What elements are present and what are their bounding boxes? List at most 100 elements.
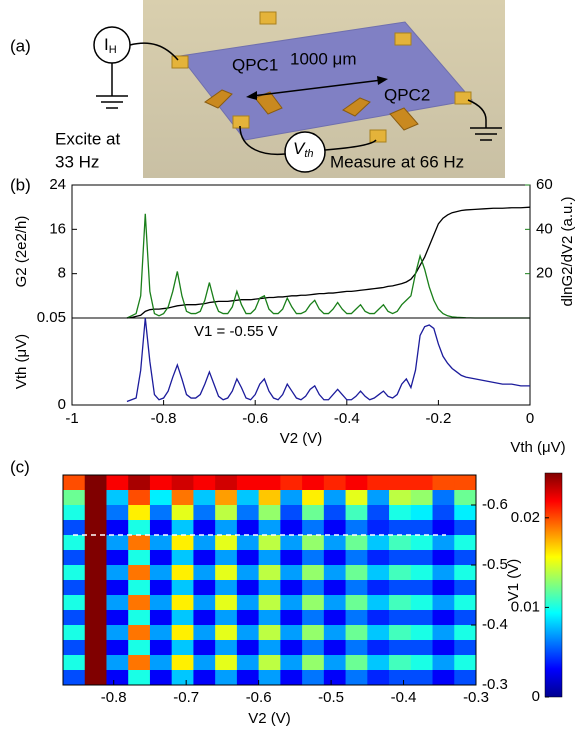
heat-cell: [84, 520, 107, 536]
contact: [454, 91, 472, 105]
heat-cell: [389, 565, 412, 581]
heat-cell: [84, 565, 107, 581]
heat-cell: [345, 550, 368, 566]
heat-cell: [171, 520, 194, 536]
heat-cell: [323, 595, 346, 611]
heat-cell: [432, 640, 455, 656]
heat-cell: [345, 670, 368, 686]
heat-cell: [410, 595, 433, 611]
heat-cell: [345, 505, 368, 521]
heat-cell: [280, 520, 303, 536]
heat-cell: [215, 520, 238, 536]
heat-cell: [258, 535, 281, 551]
heat-cell: [454, 550, 477, 566]
heat-cell: [410, 490, 433, 506]
heat-cell: [280, 610, 303, 626]
heat-cell: [302, 520, 325, 536]
heat-cell: [302, 655, 325, 671]
gate: [389, 107, 419, 131]
schematic: (a) IH QPC1 1000 μm QPC2 Excite at 33 Hz…: [10, 0, 505, 178]
heat-cell: [236, 580, 260, 596]
length-label: 1000 μm: [290, 49, 357, 68]
heat-cell: [258, 475, 281, 491]
source-label: IH: [104, 35, 117, 55]
heat-cell: [171, 655, 194, 671]
heat-cell: [345, 565, 368, 581]
heat-cell: [323, 580, 346, 596]
heat-cell: [367, 505, 390, 521]
panel-label: (a): [10, 36, 31, 55]
heat-cell: [410, 625, 433, 641]
heat-cell: [454, 595, 477, 611]
heat-cell: [193, 475, 216, 491]
heat-cell: [215, 535, 238, 551]
heat-cell: [106, 490, 129, 506]
heat-cell: [193, 565, 216, 581]
heat-cell: [149, 625, 173, 641]
colorbar-label: Vth (μV): [510, 439, 565, 456]
heat-cell: [410, 475, 433, 491]
heat-cell: [128, 565, 151, 581]
heat-cell: [193, 490, 216, 506]
heat-cell: [149, 580, 173, 596]
heat-cell: [84, 550, 107, 566]
heat-cell: [236, 640, 260, 656]
heat-cell: [171, 625, 194, 641]
heat-cell: [106, 625, 129, 641]
heat-cell: [63, 625, 86, 641]
colorbar-tick-label: 0.01: [511, 598, 540, 615]
y-tick-label: 24: [49, 176, 66, 193]
gate: [204, 89, 233, 109]
heat-cell: [236, 610, 260, 626]
heat-cell: [389, 640, 412, 656]
heat-cell: [236, 535, 260, 551]
y2-tick-label: 60: [536, 176, 553, 193]
heat-cell: [84, 655, 107, 671]
plot-frame: [71, 317, 531, 406]
heat-cell: [410, 565, 433, 581]
heat-cell: [171, 595, 194, 611]
heat-cell: [63, 490, 86, 506]
heat-cell: [171, 535, 194, 551]
heat-cell: [63, 580, 86, 596]
heat-cell: [128, 475, 151, 491]
heat-cell: [367, 670, 390, 686]
heat-cell: [128, 655, 151, 671]
heat-cell: [236, 565, 260, 581]
heat-cell: [323, 550, 346, 566]
heat-cell: [454, 475, 477, 491]
heat-cell: [367, 520, 390, 536]
heat-cell: [193, 655, 216, 671]
heat-cell: [171, 670, 194, 686]
heat-cell: [193, 580, 216, 596]
arrow-head: [246, 91, 257, 100]
heat-cell: [84, 595, 107, 611]
heat-cell: [215, 625, 238, 641]
heat-cell: [345, 595, 368, 611]
heat-cell: [258, 505, 281, 521]
heat-cell: [367, 640, 390, 656]
heat-cell: [323, 670, 346, 686]
y-axis-label: Vth (μV): [13, 334, 30, 389]
heat-cell: [106, 595, 129, 611]
x-tick-label: -0.2: [425, 410, 451, 427]
heat-cell: [389, 505, 412, 521]
excite-label: 33 Hz: [55, 152, 99, 171]
contacts: [171, 11, 472, 143]
heat-cell: [215, 565, 238, 581]
gate: [342, 97, 371, 117]
heat-cell: [389, 520, 412, 536]
y2-tick-label: 40: [536, 220, 553, 237]
heat-cell: [323, 610, 346, 626]
heat-cell: [128, 535, 151, 551]
heat-cell: [323, 490, 346, 506]
heat-cell: [236, 475, 260, 491]
heat-cell: [171, 550, 194, 566]
heat-cell: [63, 475, 86, 491]
heat-cell: [258, 640, 281, 656]
heat-cell: [106, 550, 129, 566]
heat-cell: [432, 520, 455, 536]
heat-cell: [215, 595, 238, 611]
heat-cell: [345, 655, 368, 671]
heat-cell: [84, 640, 107, 656]
